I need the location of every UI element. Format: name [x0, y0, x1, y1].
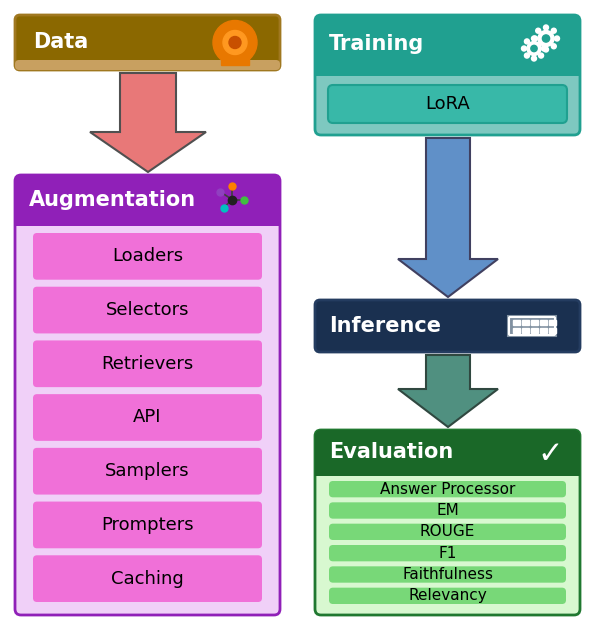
Polygon shape [398, 138, 498, 297]
FancyBboxPatch shape [15, 218, 280, 226]
Circle shape [229, 37, 241, 48]
FancyBboxPatch shape [329, 545, 566, 561]
FancyBboxPatch shape [315, 430, 580, 476]
Bar [549, 328, 556, 333]
Circle shape [524, 53, 529, 58]
FancyBboxPatch shape [315, 430, 580, 615]
FancyBboxPatch shape [329, 481, 566, 497]
FancyBboxPatch shape [15, 175, 280, 226]
Bar [531, 328, 538, 333]
Text: Relevancy: Relevancy [408, 588, 487, 604]
Text: EM: EM [436, 503, 459, 518]
Text: LoRA: LoRA [425, 95, 470, 113]
Polygon shape [90, 73, 206, 172]
Bar [540, 328, 547, 333]
Circle shape [533, 36, 538, 41]
FancyBboxPatch shape [329, 502, 566, 519]
Circle shape [539, 39, 544, 44]
Circle shape [524, 39, 529, 44]
Circle shape [554, 36, 559, 41]
Circle shape [532, 36, 536, 41]
FancyBboxPatch shape [329, 566, 566, 583]
FancyBboxPatch shape [33, 448, 262, 495]
FancyBboxPatch shape [15, 175, 280, 615]
Text: Augmentation: Augmentation [29, 190, 196, 209]
FancyBboxPatch shape [509, 317, 555, 335]
FancyBboxPatch shape [315, 300, 580, 352]
FancyBboxPatch shape [33, 555, 262, 602]
Text: Faithfulness: Faithfulness [402, 567, 493, 582]
FancyBboxPatch shape [329, 588, 566, 604]
Text: Data: Data [33, 32, 88, 53]
Circle shape [544, 25, 548, 30]
Bar [549, 320, 556, 325]
Text: F1: F1 [438, 546, 457, 560]
FancyBboxPatch shape [328, 85, 567, 123]
Circle shape [539, 53, 544, 58]
Bar [513, 320, 520, 325]
Circle shape [544, 47, 548, 52]
Circle shape [527, 41, 541, 56]
Text: Evaluation: Evaluation [329, 442, 453, 462]
Text: API: API [133, 408, 162, 427]
Text: Loaders: Loaders [112, 247, 183, 266]
FancyBboxPatch shape [33, 340, 262, 387]
FancyBboxPatch shape [33, 501, 262, 548]
Circle shape [551, 29, 556, 33]
FancyBboxPatch shape [15, 15, 280, 70]
Text: Answer Processor: Answer Processor [380, 482, 515, 496]
Text: Training: Training [329, 34, 424, 55]
Text: Samplers: Samplers [105, 462, 190, 480]
Circle shape [542, 46, 547, 51]
Text: Caching: Caching [111, 569, 184, 588]
Bar [513, 328, 520, 333]
FancyBboxPatch shape [315, 468, 580, 476]
Bar [522, 328, 529, 333]
Circle shape [532, 56, 536, 61]
Text: ✓: ✓ [537, 439, 563, 469]
Bar [540, 320, 547, 325]
Circle shape [223, 30, 247, 55]
FancyBboxPatch shape [315, 68, 580, 76]
Bar [531, 320, 538, 325]
Circle shape [213, 20, 257, 65]
FancyBboxPatch shape [33, 394, 262, 441]
Circle shape [536, 29, 541, 33]
Text: ROUGE: ROUGE [420, 524, 475, 540]
FancyBboxPatch shape [315, 15, 580, 76]
FancyBboxPatch shape [315, 15, 580, 135]
FancyBboxPatch shape [329, 524, 566, 540]
Text: Inference: Inference [329, 316, 441, 336]
Circle shape [538, 30, 554, 46]
FancyBboxPatch shape [15, 60, 280, 70]
Text: Prompters: Prompters [101, 516, 194, 534]
Text: Retrievers: Retrievers [101, 355, 194, 373]
Circle shape [531, 46, 537, 51]
Text: Selectors: Selectors [106, 301, 189, 319]
Circle shape [536, 44, 541, 49]
Circle shape [551, 44, 556, 49]
Circle shape [521, 46, 527, 51]
FancyBboxPatch shape [33, 233, 262, 280]
Circle shape [542, 35, 550, 42]
Bar [522, 320, 529, 325]
Polygon shape [398, 355, 498, 427]
FancyBboxPatch shape [33, 287, 262, 333]
Bar [221, 56, 249, 65]
Bar [508, 316, 556, 336]
